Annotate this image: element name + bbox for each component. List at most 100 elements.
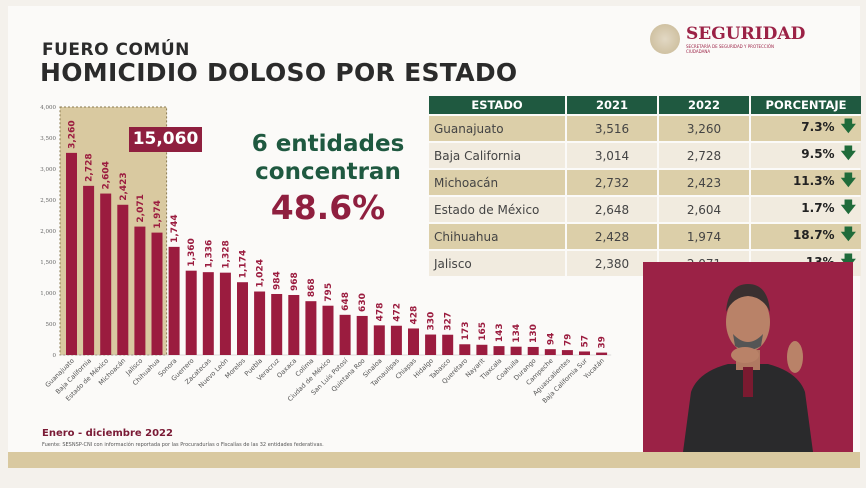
data-label: 1,174	[239, 250, 249, 278]
cell-2021: 2,732	[567, 170, 657, 195]
data-label: 57	[581, 335, 591, 348]
cell-porcentaje: 18.7% 🡇	[751, 224, 861, 249]
data-label: 130	[529, 324, 539, 343]
cell-porcentaje: 7.3% 🡇	[751, 116, 861, 141]
bar	[271, 293, 283, 355]
bar	[83, 185, 95, 355]
header-porcentaje: PORCENTAJE	[751, 96, 861, 114]
table-row: Michoacán 2,732 2,423 11.3% 🡇	[429, 170, 861, 195]
table-row: Chihuahua 2,428 1,974 18.7% 🡇	[429, 224, 861, 249]
bar	[100, 193, 112, 355]
y-tick-label: 1,500	[40, 260, 56, 266]
y-tick-label: 2,500	[40, 198, 56, 204]
data-label: 478	[375, 303, 385, 322]
bar	[373, 325, 385, 355]
logo-name: SEGURIDAD	[686, 24, 806, 44]
bar	[476, 344, 488, 355]
sign-language-interpreter-video	[643, 262, 853, 452]
data-label: 2,728	[85, 153, 95, 181]
down-arrow-icon: 🡇	[840, 225, 856, 243]
y-tick-label: 3,000	[40, 167, 56, 173]
cell-porcentaje: 1.7% 🡇	[751, 197, 861, 222]
cell-2022: 2,728	[659, 143, 749, 168]
table-row: Guanajuato 3,516 3,260 7.3% 🡇	[429, 116, 861, 141]
cell-2021: 2,380	[567, 251, 657, 276]
bar	[390, 325, 402, 355]
comparison-table: ESTADO 2021 2022 PORCENTAJE Guanajuato 3…	[427, 94, 863, 278]
cell-2022: 3,260	[659, 116, 749, 141]
pct-value: 1.7%	[801, 201, 835, 215]
y-tick-label: 500	[46, 322, 57, 328]
bar	[202, 272, 214, 355]
data-label: 1,024	[256, 259, 266, 287]
total-badge: 15,060	[129, 127, 202, 152]
bar	[305, 301, 317, 355]
header-estado: ESTADO	[429, 96, 565, 114]
data-label: 143	[495, 323, 505, 342]
down-arrow-icon: 🡇	[840, 117, 856, 135]
page-title: HOMICIDIO DOLOSO POR ESTADO	[40, 58, 518, 87]
cell-2021: 3,014	[567, 143, 657, 168]
logo-tagline: SECRETARÍA DE SEGURIDAD Y PROTECCIÓN CIU…	[686, 44, 774, 54]
cell-porcentaje: 11.3% 🡇	[751, 170, 861, 195]
cell-2021: 2,428	[567, 224, 657, 249]
bar	[117, 204, 129, 355]
data-label: 134	[512, 324, 522, 343]
bar	[356, 315, 368, 355]
pct-value: 9.5%	[801, 147, 835, 161]
bar	[66, 152, 77, 355]
y-tick-label: 3,500	[40, 136, 56, 142]
cell-porcentaje: 9.5% 🡇	[751, 143, 861, 168]
cell-2022: 2,423	[659, 170, 749, 195]
cell-2022: 1,974	[659, 224, 749, 249]
interpreter-figure	[683, 284, 813, 452]
bar	[527, 346, 539, 355]
cell-estado: Estado de México	[429, 197, 565, 222]
bar	[134, 226, 146, 355]
bar	[237, 282, 248, 355]
data-label: 2,071	[136, 194, 146, 222]
data-label: 472	[392, 303, 402, 322]
down-arrow-icon: 🡇	[840, 198, 856, 216]
y-tick-label: 1,000	[40, 291, 56, 297]
concentration-percent: 48.6%	[270, 188, 386, 227]
y-tick-label: 2,000	[40, 229, 56, 235]
data-label: 1,744	[170, 214, 180, 242]
data-label: 2,423	[119, 172, 129, 200]
subtitle: FUERO COMÚN	[42, 40, 190, 60]
data-label: 79	[563, 334, 573, 347]
data-label: 968	[290, 272, 300, 291]
bar	[339, 314, 351, 355]
bar	[579, 351, 590, 355]
bar	[288, 294, 300, 355]
bar	[168, 246, 180, 355]
data-label: 2,604	[102, 161, 112, 189]
seguridad-logo: SEGURIDAD SECRETARÍA DE SEGURIDAD Y PROT…	[650, 24, 805, 54]
claim-line-2: concentran	[255, 159, 401, 185]
header-2021: 2021	[567, 96, 657, 114]
down-arrow-icon: 🡇	[840, 144, 856, 162]
data-label: 1,360	[187, 238, 197, 266]
y-tick-label: 4,000	[40, 105, 56, 111]
bar	[408, 328, 419, 355]
bar	[322, 305, 334, 355]
bar	[185, 270, 197, 355]
data-label: 1,974	[153, 200, 163, 228]
header-2022: 2022	[659, 96, 749, 114]
data-label: 630	[358, 293, 368, 312]
bar	[425, 334, 437, 355]
bar	[493, 346, 505, 355]
pct-value: 18.7%	[792, 228, 835, 242]
data-label: 795	[324, 283, 334, 302]
cell-estado: Jalisco	[429, 251, 565, 276]
bar	[219, 272, 231, 355]
cell-estado: Chihuahua	[429, 224, 565, 249]
national-seal-icon	[650, 24, 680, 54]
bar	[254, 291, 266, 355]
bar	[151, 232, 163, 355]
down-arrow-icon: 🡇	[840, 171, 856, 189]
bar	[459, 344, 471, 355]
data-label: 868	[307, 278, 317, 297]
data-label: 330	[427, 312, 437, 331]
